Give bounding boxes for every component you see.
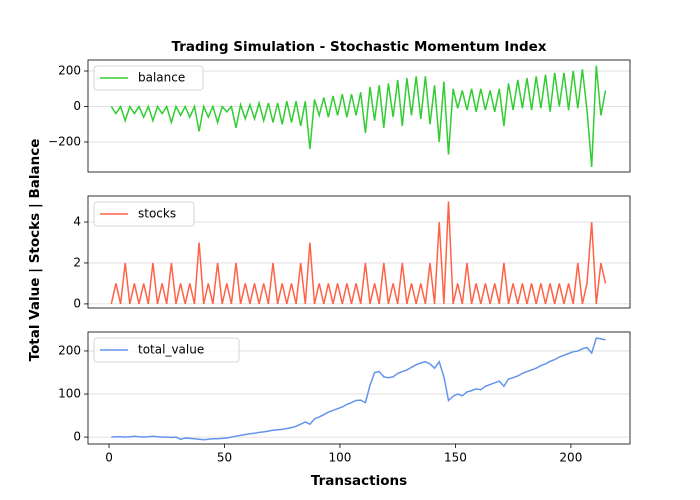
y-tick-label: 4 [73, 215, 81, 229]
y-tick-label: 200 [58, 64, 81, 78]
y-tick-label: 0 [73, 296, 81, 310]
x-tick-label: 200 [559, 451, 582, 465]
y-axis-label: Total Value | Stocks | Balance [27, 139, 43, 362]
x-tick-label: 50 [217, 451, 232, 465]
y-tick-label: 0 [73, 430, 81, 444]
legend-box [93, 65, 204, 91]
data-line [110, 65, 607, 167]
legend-label: total_value [138, 343, 204, 357]
y-tick-label: 100 [58, 387, 81, 401]
legend-box [93, 201, 195, 227]
data-line [110, 201, 607, 305]
x-tick-label: 0 [105, 451, 113, 465]
y-tick-label: −200 [48, 135, 81, 149]
axes-frame [87, 331, 631, 445]
y-tick-label: 200 [58, 343, 81, 357]
axes-frame [87, 59, 631, 173]
x-tick-label: 100 [328, 451, 351, 465]
legend-label: stocks [138, 207, 176, 221]
legend-box [93, 337, 240, 363]
axes-frame [87, 195, 631, 309]
data-line [111, 337, 606, 441]
x-tick-label: 150 [444, 451, 467, 465]
y-tick-label: 2 [73, 255, 81, 269]
x-axis-label: Transactions [311, 473, 407, 489]
y-tick-label: 0 [73, 99, 81, 113]
legend-label: balance [138, 71, 185, 85]
chart-title: Trading Simulation - Stochastic Momentum… [171, 39, 546, 55]
